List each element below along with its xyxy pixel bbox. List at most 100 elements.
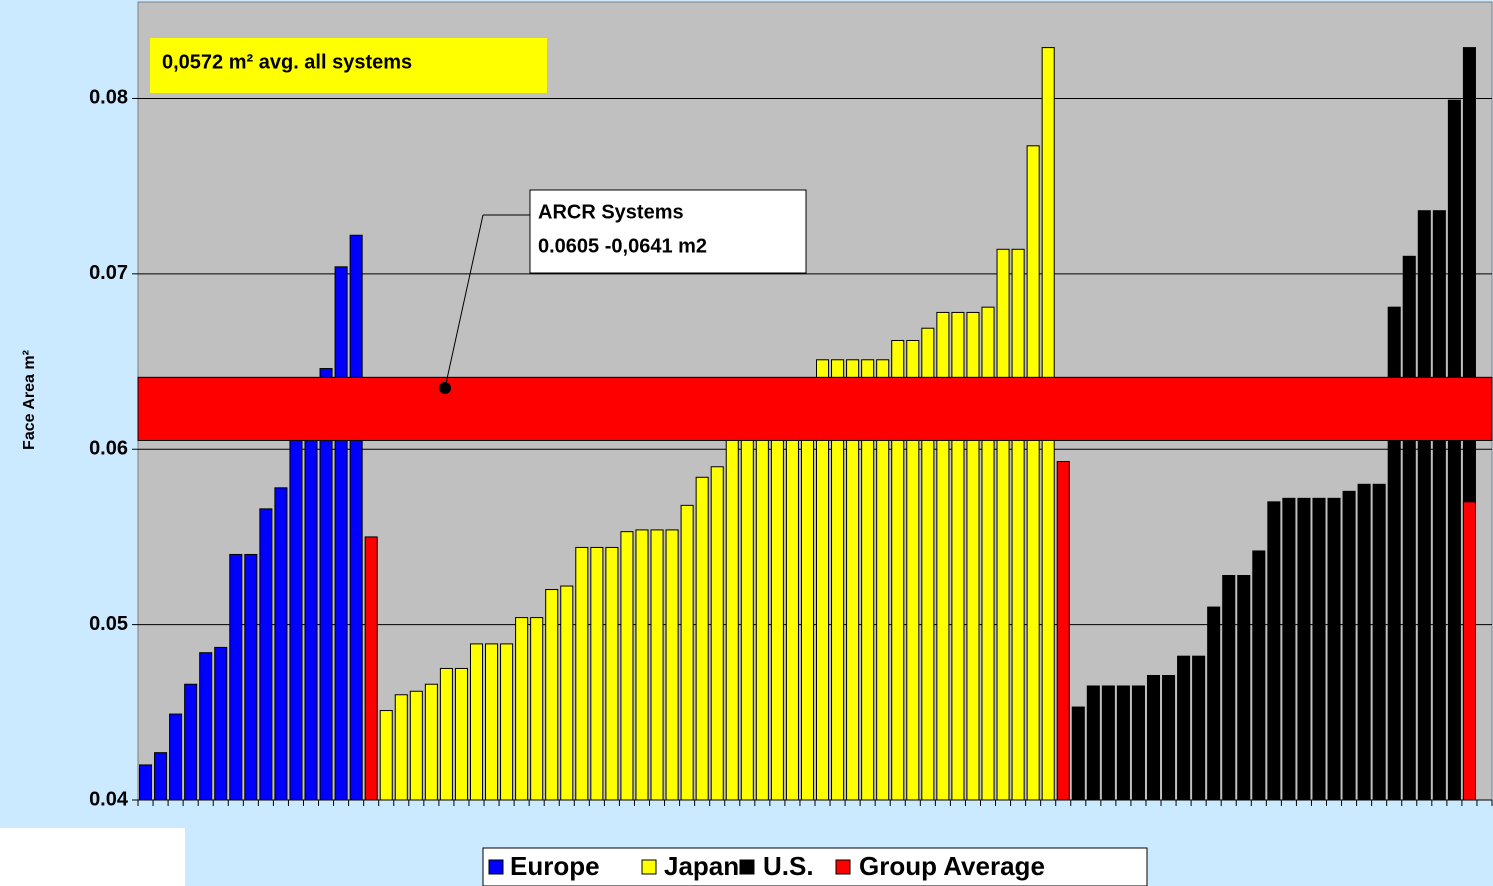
bar [740, 422, 754, 801]
bar [1026, 145, 1040, 801]
bar [545, 589, 559, 801]
bar [1447, 99, 1461, 801]
average-box [150, 38, 547, 93]
bar [996, 248, 1010, 801]
callout-box [529, 189, 807, 274]
bar [755, 413, 769, 801]
arcr-band [137, 376, 1493, 441]
bar [906, 339, 920, 801]
legend-swatch [641, 859, 657, 875]
callout-text: ARCR Systems [538, 201, 684, 223]
bar [650, 529, 664, 801]
legend: Europe Japan U.S. Group Average [482, 847, 1148, 886]
average-box-text: 0,0572 m² avg. all systems [162, 51, 412, 73]
bar [1131, 685, 1145, 801]
bar [590, 546, 604, 801]
bar [921, 327, 935, 801]
bar [1222, 575, 1236, 801]
bar [1462, 501, 1476, 801]
bar [1417, 210, 1431, 801]
callout-line [444, 214, 484, 389]
bar [184, 683, 198, 801]
bar [154, 752, 168, 801]
y-tick-label: 0.06 [89, 438, 128, 460]
bar [394, 694, 408, 801]
bar [876, 359, 890, 801]
bar [334, 266, 348, 801]
bar [500, 643, 514, 801]
legend-swatch [739, 859, 755, 875]
bar [816, 359, 830, 801]
legend-swatch [488, 859, 504, 875]
bar [289, 431, 303, 801]
bar [139, 764, 153, 801]
bar [424, 683, 438, 801]
bar [214, 646, 228, 801]
bar [1162, 674, 1176, 801]
y-tick-label: 0.04 [89, 788, 129, 810]
bar [1297, 497, 1311, 801]
bar [379, 710, 393, 801]
bar [831, 359, 845, 801]
bar [1011, 248, 1025, 801]
bars [139, 47, 1476, 801]
bar [575, 546, 589, 801]
bar [409, 690, 423, 801]
bar [199, 652, 213, 801]
bar [635, 529, 649, 801]
bar [319, 368, 333, 801]
bar [259, 508, 273, 801]
bar [1116, 685, 1130, 801]
bar [1056, 461, 1070, 801]
bar [620, 531, 634, 801]
y-tick-label: 0.05 [89, 613, 128, 635]
bar [1071, 706, 1085, 801]
bar [1357, 483, 1371, 801]
callout-text: 0.0605 -0,0641 m2 [538, 235, 707, 257]
bar [560, 585, 574, 801]
bar [274, 487, 288, 801]
bar [1237, 575, 1251, 801]
bar [1282, 497, 1296, 801]
bar [1192, 655, 1206, 801]
bar [725, 431, 739, 801]
bar [695, 476, 709, 801]
bar [785, 396, 799, 801]
bar [605, 546, 619, 801]
y-tick-label: 0.08 [89, 87, 128, 109]
legend-label: Europe [510, 851, 600, 881]
y-axis-label: Face Area m² [21, 350, 38, 450]
bar [1327, 497, 1341, 801]
bar [1252, 550, 1266, 801]
bar [485, 643, 499, 801]
bar [665, 529, 679, 801]
bar [469, 643, 484, 801]
y-tick-label: 0.07 [89, 262, 128, 284]
bar [1086, 685, 1100, 801]
bar [710, 466, 724, 801]
bar [454, 667, 468, 801]
bar [800, 378, 815, 801]
bar [304, 404, 318, 801]
legend-label: Group Average [859, 851, 1045, 881]
bar [1177, 655, 1191, 801]
bar [846, 359, 860, 801]
legend-label: Japan [664, 851, 739, 881]
bar [349, 234, 363, 801]
overlay [137, 376, 1493, 441]
bar [1267, 501, 1281, 801]
bar [530, 617, 544, 801]
bar [1312, 497, 1326, 801]
bar [770, 404, 784, 801]
bar [439, 667, 453, 801]
bar [1402, 255, 1416, 801]
bar [1372, 483, 1386, 801]
callout-dot [439, 382, 451, 394]
bar [364, 536, 378, 801]
bar [1432, 210, 1446, 801]
legend-swatch [835, 859, 851, 875]
bar [861, 359, 875, 801]
legend-box [482, 847, 1148, 886]
bar [1146, 674, 1161, 801]
bar [891, 339, 905, 801]
